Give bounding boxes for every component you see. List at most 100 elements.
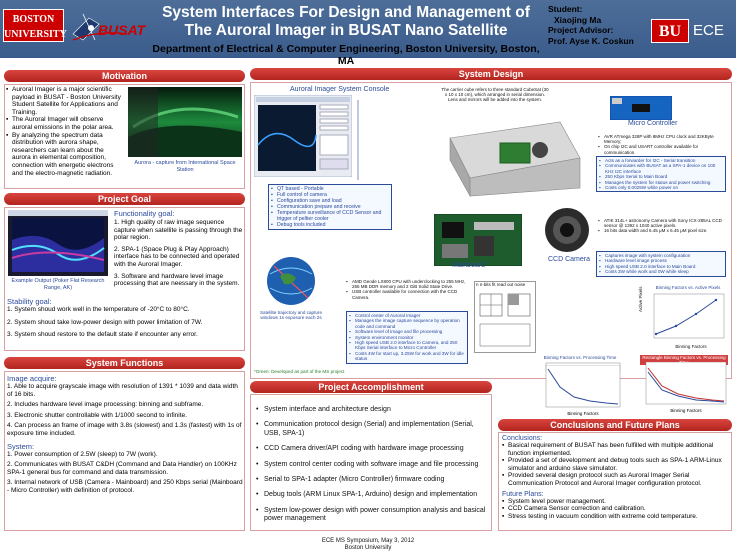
accomplishment-item: System control center coding with softwa…	[256, 461, 488, 470]
motivation-bullet: The Auroral Imager will observe auroral …	[6, 116, 124, 131]
advisor-name: Prof. Ayse K. Coskun	[548, 35, 634, 46]
micro-box-item: Manages the system for status and power …	[599, 180, 723, 186]
micro-box-item: Costs only 0.0025W while power on	[599, 185, 723, 191]
functionality-item: 3. Software and hardware level image pro…	[114, 272, 240, 288]
mainboard-photo	[434, 214, 522, 266]
acquire-item: 3. Electronic shutter controllable with …	[7, 411, 187, 419]
graph1-ylabel: Active Pixels	[638, 286, 643, 312]
conclusion-item: Provided several design protocol such as…	[502, 472, 730, 487]
camera-box-item: Hardware level image process	[599, 258, 723, 264]
micro-specs: AVR ATmega 328P with 8MHz CPU clock and …	[598, 134, 728, 155]
functionality-item: 2. SPA-1 (Space Plug & Play Approach) in…	[114, 245, 240, 268]
motivation-heading: Motivation	[4, 70, 245, 82]
micro-box-item: Acts as a forwarder for I2C - Serial tra…	[599, 158, 723, 164]
footer: ECE MS Symposium, May 3, 2012 Boston Uni…	[300, 538, 436, 552]
conclusion-item: Basical requirement of BUSAT has been fu…	[502, 442, 730, 457]
acquire-item: 4. Can process an frame of image with 3.…	[7, 422, 242, 437]
processing-time-plot: Binning Factors	[545, 365, 621, 416]
image-acquire-label: Image acquire:	[7, 374, 57, 383]
mainboard-specs: AMD Geode LX800 CPU with underclocking t…	[346, 279, 470, 300]
mainboard-box-item: Manages the image capture sequence by op…	[349, 318, 465, 329]
system-item: 2. Communicates with BUSAT C&DH (Command…	[7, 461, 237, 476]
micro-spec: AVR ATmega 328P with 8MHz CPU clock and …	[598, 134, 728, 144]
future-item: CCD Camera Sensor correction and calibra…	[502, 505, 730, 513]
student-label: Student:	[548, 4, 583, 14]
console-screenshot	[254, 95, 352, 177]
system-item: 1. Power consumption of 2.5W (sleep) to …	[7, 450, 158, 458]
accomplishment-item: Communication protocol design (Serial) a…	[256, 421, 488, 438]
author-block: Student: Xiaojing Ma Project Advisor: Pr…	[548, 4, 634, 46]
footer-line1: ECE MS Symposium, May 3, 2012	[321, 538, 415, 544]
binning-diagram-caption: n n-bits fit read out noise	[476, 282, 526, 287]
system-functions-heading: System Functions	[4, 357, 245, 369]
graph3-xlabel: Binning Factors	[670, 408, 702, 413]
binning-pixels-chart	[653, 293, 725, 339]
advisor-label: Project Advisor:	[548, 25, 614, 35]
mainboard-box-item: System environment monitor	[349, 335, 465, 341]
console-box-item: Temperature surveillance of CCD Sensor a…	[271, 210, 389, 222]
accomplishment-item: System interface and architecture design	[256, 406, 488, 415]
camera-box-item: High speed USB 2.0 interface to Main Boa…	[599, 264, 723, 270]
example-output-caption: Example Output (Poker Flat Research Rang…	[11, 278, 105, 291]
console-box-item: Debug tools included	[271, 222, 389, 228]
mainboard-box-item: Costs 4W for start up, 3.25W for work an…	[349, 351, 465, 362]
conclusion-item: Provided a set of development and debug …	[502, 457, 730, 472]
conclusions-label: Conclusions:	[502, 435, 543, 442]
accomplishment-item: Debug tools (ARM Linux SPA-1, Arduino) d…	[256, 491, 488, 500]
poster-title: System Interfaces For Design and Managem…	[162, 4, 530, 39]
mainboard-box-item: High speed USB 2.0 interface to Camera, …	[349, 340, 465, 351]
aurora-caption: Aurora - capture from International Spac…	[134, 160, 236, 173]
system-design-heading: System Design	[250, 68, 732, 80]
mainboard-spec: USB controller available for connection …	[346, 289, 470, 299]
system-functions-panel	[4, 371, 245, 531]
rectangle-binning-plot: Binning Factors	[645, 362, 727, 413]
future-plans-label: Future Plans:	[502, 490, 544, 498]
camera-box-item: Costs 3W while work and 0W while sleep	[599, 269, 723, 275]
footer-line2: Boston University	[344, 545, 392, 551]
stability-item: 2. System shoud take low-power design wi…	[7, 318, 203, 326]
functionality-goal: Functionality goal: 1. High quality of r…	[114, 209, 243, 288]
mainboard-box: Control center of Auroral Imager Manages…	[346, 311, 468, 364]
console-box-item: Full control of camera	[271, 192, 389, 198]
micro-box-item: Communicates with BUSAT as a SPA-1 devic…	[599, 163, 723, 174]
motivation-bullet: Auroral Imager is a major scientific pay…	[6, 86, 124, 116]
camera-box-item: Captures image with system configuration	[599, 253, 723, 259]
acquire-item: 2. Includes hardware level image process…	[7, 401, 204, 409]
boston-university-logo: BOSTON UNIVERSITY	[3, 9, 67, 42]
mainboard-label: Mainboard	[452, 262, 486, 269]
camera-spec: ATIK 314L+ astronomy Camera with Sony IC…	[598, 218, 728, 228]
busat-wordmark: BUSAT	[98, 22, 146, 38]
cube-note: The carrier cube refers to three standar…	[441, 87, 549, 103]
student-name: Xiaojing Ma	[554, 14, 602, 25]
binning-grid	[479, 293, 531, 347]
functionality-item: 1. High quality of raw image sequence ca…	[114, 219, 243, 242]
busat-satellite-icon	[72, 13, 128, 41]
stability-label: Stability goal:	[7, 297, 52, 306]
mainboard-spec: AMD Geode LX800 CPU with underclocking t…	[346, 279, 470, 289]
micro-box-item: 250 Kbps Serial to Main Board	[599, 174, 723, 180]
stability-item: 1. System shoud work well in the tempera…	[7, 306, 190, 313]
console-connector	[357, 100, 359, 180]
accomplishment-heading: Project Accomplishment	[250, 381, 492, 393]
ccd-camera-label: CCD Camera	[548, 256, 591, 263]
motivation-bullet: By analyzing the spectrum data distribut…	[6, 132, 124, 178]
conclusions-heading: Conclusions and Future Plans	[498, 419, 732, 431]
micro-controller-box: Acts as a forwarder for I2C - Serial tra…	[596, 156, 726, 193]
console-box-item: Communication prepare and receive	[271, 204, 389, 210]
graph1-title: Binning Factors vs. Active Pixels	[655, 285, 721, 290]
carrier-cube-render	[449, 121, 581, 198]
satellite-caption: Satellite trajectory and capture windows…	[259, 310, 323, 321]
camera-spec: 16 bits data width and 6.45 μM x 6.45 μM…	[598, 228, 728, 233]
department-line: Department of Electrical & Computer Engi…	[152, 43, 540, 67]
micro-controller-board	[610, 96, 672, 120]
accomplishment-list: System interface and architecture design…	[256, 406, 488, 531]
accomplishment-item: CCD Camera driver/API coding with hardwa…	[256, 445, 488, 454]
future-item: System level power management.	[502, 498, 730, 506]
camera-box: Captures image with system configuration…	[596, 251, 726, 277]
mainboard-box-item: Software level of image and file process…	[349, 329, 465, 335]
project-goal-heading: Project Goal	[4, 193, 245, 205]
accomplishment-item: System low-power design with power consu…	[256, 507, 488, 524]
graph2-xlabel: Binning Factors	[567, 411, 599, 416]
acquire-item: 1. Able to acquire grayscale image with …	[7, 383, 238, 398]
console-title: Auroral Imager System Console	[290, 86, 390, 93]
